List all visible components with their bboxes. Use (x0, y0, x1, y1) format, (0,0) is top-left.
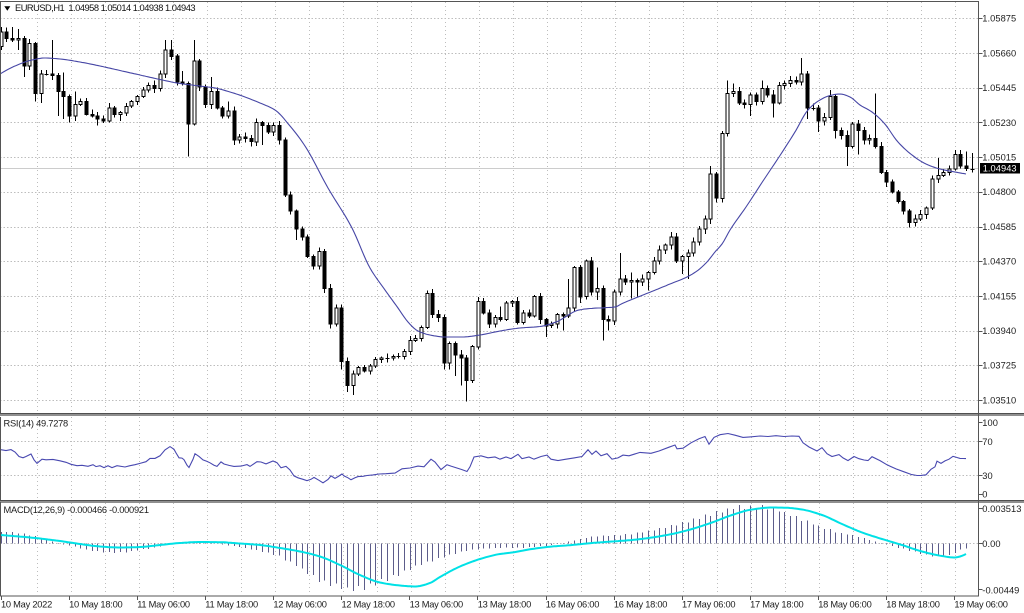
svg-text:1.03510: 1.03510 (982, 395, 1016, 405)
svg-text:-0.00449: -0.00449 (982, 585, 1019, 595)
svg-text:13 May 06:00: 13 May 06:00 (410, 600, 463, 610)
svg-text:1.05445: 1.05445 (982, 83, 1016, 93)
svg-text:MACD(12,26,9) -0.000466 -0.000: MACD(12,26,9) -0.000466 -0.000921 (4, 505, 149, 515)
svg-text:1.04585: 1.04585 (982, 222, 1016, 232)
svg-text:18 May 06:00: 18 May 06:00 (818, 600, 871, 610)
svg-text:16 May 18:00: 16 May 18:00 (614, 600, 667, 610)
svg-text:1.04943: 1.04943 (983, 164, 1017, 174)
svg-text:1.05660: 1.05660 (982, 48, 1016, 58)
svg-text:1.04800: 1.04800 (982, 187, 1016, 197)
svg-text:19 May 06:00: 19 May 06:00 (954, 600, 1007, 610)
svg-text:12 May 06:00: 12 May 06:00 (273, 600, 326, 610)
svg-text:0: 0 (982, 489, 987, 499)
svg-text:0.003513: 0.003513 (982, 504, 1021, 514)
svg-text:18 May 18:00: 18 May 18:00 (886, 600, 939, 610)
svg-text:1.03725: 1.03725 (982, 361, 1016, 371)
svg-text:RSI(14) 49.7278: RSI(14) 49.7278 (4, 418, 69, 428)
svg-text:100: 100 (982, 418, 998, 428)
svg-text:1.05875: 1.05875 (982, 14, 1016, 24)
svg-text:1.04155: 1.04155 (982, 291, 1016, 301)
svg-text:12 May 18:00: 12 May 18:00 (342, 600, 395, 610)
svg-text:11 May 18:00: 11 May 18:00 (205, 600, 258, 610)
svg-text:30: 30 (982, 471, 992, 481)
svg-text:10 May 18:00: 10 May 18:00 (69, 600, 122, 610)
svg-text:1.05015: 1.05015 (982, 153, 1016, 163)
svg-text:1.04370: 1.04370 (982, 257, 1016, 267)
svg-text:1.03940: 1.03940 (982, 326, 1016, 336)
svg-text:1.05230: 1.05230 (982, 118, 1016, 128)
svg-text:16 May 06:00: 16 May 06:00 (546, 600, 599, 610)
svg-text:11 May 06:00: 11 May 06:00 (137, 600, 190, 610)
svg-text:17 May 06:00: 17 May 06:00 (682, 600, 735, 610)
svg-text:10 May 2022: 10 May 2022 (1, 600, 52, 610)
svg-text:EURUSD,H1 1.04958 1.05014 1.0: EURUSD,H1 1.04958 1.05014 1.04938 1.0494… (15, 3, 195, 13)
svg-text:13 May 18:00: 13 May 18:00 (478, 600, 531, 610)
svg-text:0.00: 0.00 (982, 539, 1000, 549)
svg-text:70: 70 (982, 437, 992, 447)
svg-text:17 May 18:00: 17 May 18:00 (750, 600, 803, 610)
